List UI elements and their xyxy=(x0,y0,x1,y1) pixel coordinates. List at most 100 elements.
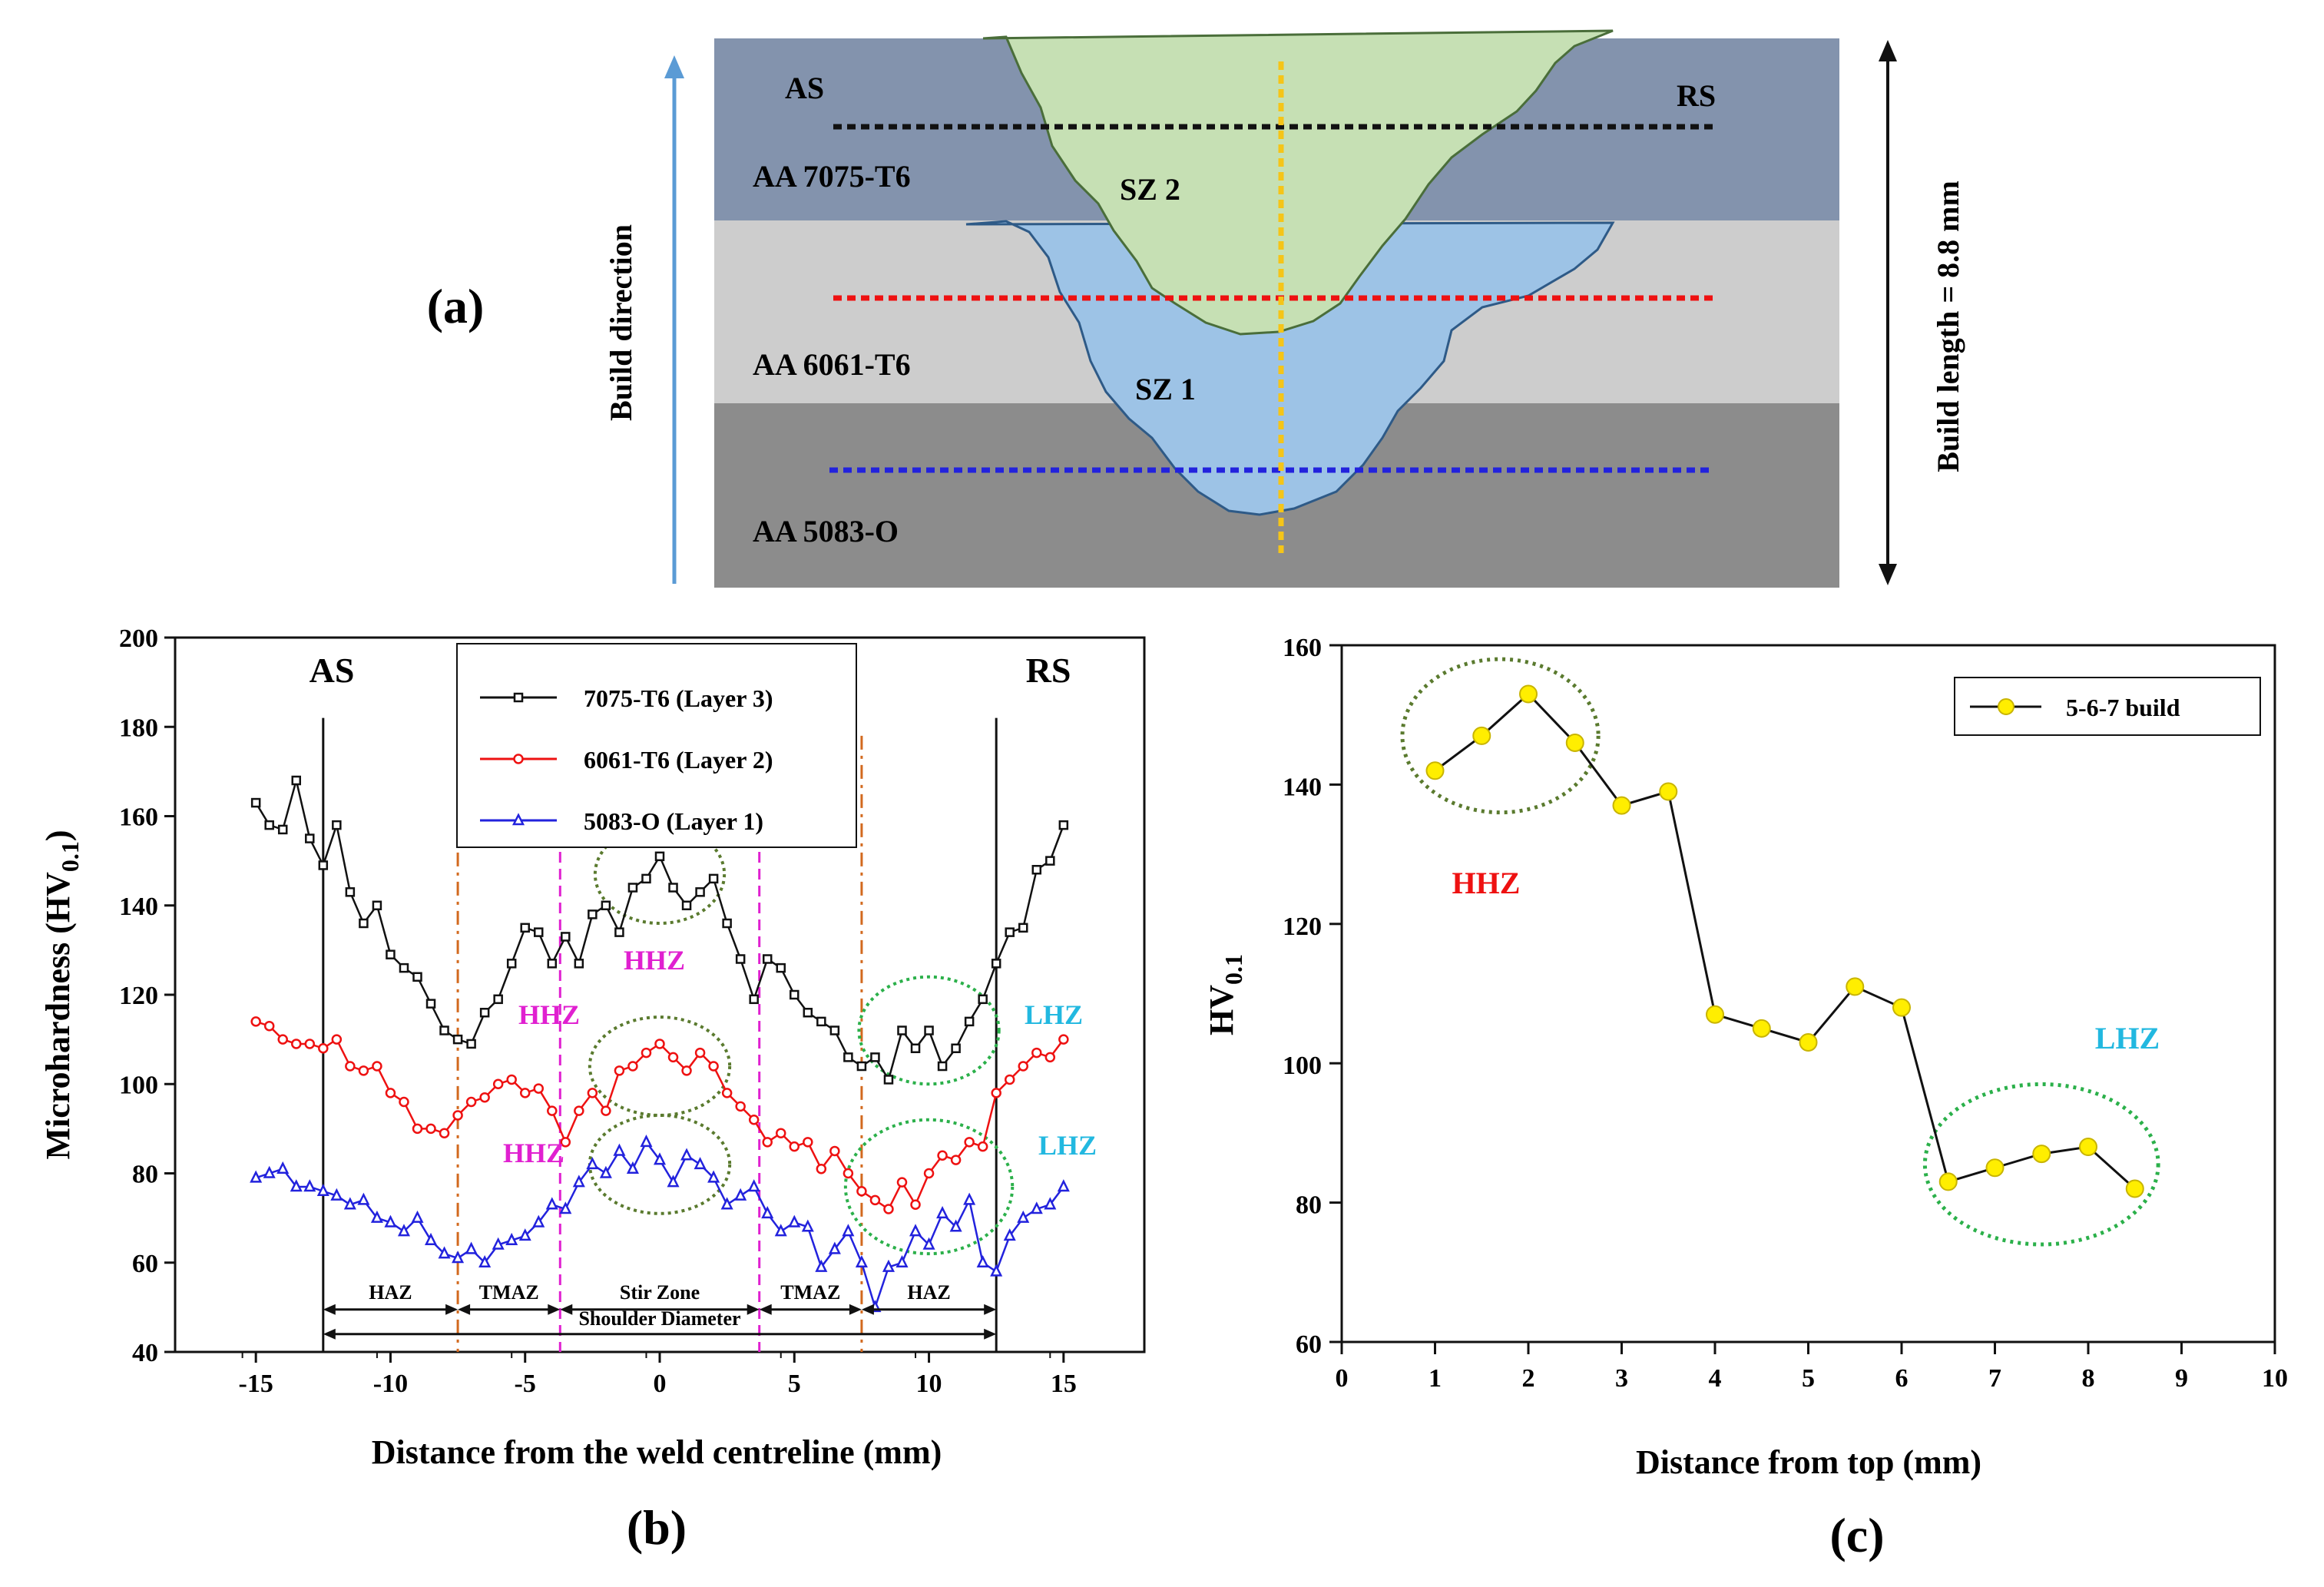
chart-b-data-point xyxy=(505,1232,518,1245)
chart-b-data-point xyxy=(479,1092,490,1103)
chart-b-data-point xyxy=(425,1232,438,1245)
chart-b-zone-ellipse xyxy=(593,823,727,925)
chart-b-data-point xyxy=(951,1043,961,1053)
chart-b-data-point xyxy=(479,1008,490,1018)
chart-b-data-point xyxy=(640,1135,653,1148)
chart-b-data-point xyxy=(372,1061,382,1072)
chart-b-data-point xyxy=(572,1175,585,1188)
build-direction-label: Build direction xyxy=(604,224,638,421)
chart-b-data-point xyxy=(613,1143,626,1156)
chart-b-data-point xyxy=(506,1074,517,1085)
chart-c-data-point xyxy=(1425,761,1445,780)
chart-b-data-point xyxy=(478,1254,492,1267)
chart-c-hardness-vs-depth: 0 1 2 3 4 5 6 7 8 9 10 60 80 100 120 140 160 5-6-7 build… xyxy=(1203,634,2288,1562)
chart-b-data-point xyxy=(343,1197,356,1210)
chart-b-legend: 7075-T6 (Layer 3) 6061-T6 (Layer 2) 5083… xyxy=(456,643,857,848)
chart-b-y-tick-label: 120 xyxy=(119,982,158,1010)
chart-b-data-point xyxy=(587,1088,598,1098)
chart-b-data-point xyxy=(990,1264,1003,1277)
chart-b-data-point xyxy=(1018,1061,1028,1072)
chart-b-data-point xyxy=(331,1034,343,1045)
chart-b-data-point xyxy=(277,1034,288,1045)
chart-b-data-point xyxy=(910,1199,921,1210)
chart-b-data-point xyxy=(520,923,530,933)
chart-b-data-point xyxy=(843,1052,853,1062)
chart-c-data-point xyxy=(1985,1158,2005,1178)
chart-b-data-point xyxy=(452,1034,463,1045)
chart-b-data-point xyxy=(601,900,611,910)
chart-c-data-point xyxy=(1519,684,1538,704)
side-label-rs: RS xyxy=(1677,78,1716,113)
chart-b-data-point xyxy=(855,1254,868,1267)
chart-b-data-point xyxy=(425,1123,436,1135)
chart-b-data-point xyxy=(345,1061,356,1072)
chart-b-data-point xyxy=(924,1025,934,1035)
chart-c-highlight-ellipses xyxy=(1400,657,2160,1247)
chart-b-series xyxy=(250,775,1070,1313)
chart-b-data-point xyxy=(776,962,786,973)
build-length-label: Build length = 8.8 mm xyxy=(1931,181,1965,472)
chart-c-x-tick-label: 8 xyxy=(2082,1364,2095,1393)
chart-b-data-point xyxy=(492,1237,505,1250)
chart-b-data-point xyxy=(667,1052,679,1063)
chart-b-data-point xyxy=(1044,1052,1056,1063)
chart-c-x-tick-label: 6 xyxy=(1895,1364,1909,1393)
chart-b-side-as: AS xyxy=(310,651,355,690)
chart-b-data-point xyxy=(923,1168,935,1179)
chart-b-zone-span-arrow-head-left xyxy=(560,1304,573,1315)
chart-b-data-point xyxy=(734,1188,747,1201)
chart-b-data-point xyxy=(641,873,651,884)
chart-c-y-tick-label: 60 xyxy=(1296,1330,1322,1359)
chart-b-y-tick-label: 140 xyxy=(119,893,158,921)
chart-b-data-point xyxy=(803,1008,813,1018)
chart-b-x-tick-label: -5 xyxy=(515,1370,536,1398)
chart-c-data-point xyxy=(1472,726,1491,745)
chart-b-x-tick-label: 5 xyxy=(788,1370,801,1398)
chart-b-data-point xyxy=(588,909,598,919)
chart-c-y-tick-label: 140 xyxy=(1283,773,1322,801)
chart-b-data-point xyxy=(372,900,382,910)
chart-b-data-point xyxy=(561,932,571,942)
chart-b-data-point xyxy=(949,1219,962,1232)
chart-b-data-point xyxy=(547,1105,558,1116)
chart-b-data-point xyxy=(1045,856,1055,866)
chart-b-data-point xyxy=(708,873,719,884)
chart-b-data-point xyxy=(533,1083,544,1094)
chart-c-x-tick-label: 1 xyxy=(1428,1364,1442,1393)
chart-b-legend-swatches xyxy=(480,692,557,826)
chart-c-data-point xyxy=(1565,733,1584,752)
chart-b-data-point xyxy=(452,1110,463,1121)
chart-b-data-point xyxy=(681,1065,692,1076)
chart-b-data-point xyxy=(776,1128,786,1138)
chart-b-data-point xyxy=(547,959,558,969)
zone-label-sz1: SZ 1 xyxy=(1135,372,1196,406)
chart-b-data-point xyxy=(747,1179,760,1192)
chart-b-data-point xyxy=(977,1141,988,1152)
chart-b-zone-span-arrow-head-right xyxy=(747,1304,760,1315)
chart-b-data-point xyxy=(250,1170,263,1183)
chart-b-shoulder-arrow-head-left xyxy=(323,1328,336,1340)
chart-c-y-tick-label: 160 xyxy=(1283,634,1322,662)
chart-b-zone-label: HAZ xyxy=(369,1281,412,1304)
chart-b-data-point xyxy=(815,1259,828,1272)
chart-c-data-point xyxy=(2079,1138,2097,1157)
chart-b-data-point xyxy=(559,1201,572,1214)
chart-b-data-point xyxy=(290,1179,303,1192)
chart-b-data-point xyxy=(399,1096,409,1108)
chart-b-data-point xyxy=(829,1145,840,1157)
chart-b-data-point xyxy=(790,989,799,1000)
chart-b-zone-label: HAZ xyxy=(907,1281,950,1304)
chart-b-data-point xyxy=(357,1192,370,1205)
chart-b-legend-marker xyxy=(513,692,524,703)
chart-b-x-tick-label: 0 xyxy=(654,1370,667,1398)
chart-b-data-point xyxy=(801,1219,814,1232)
chart-c-data-point xyxy=(1799,1032,1818,1052)
chart-b-y-tick-label: 100 xyxy=(119,1071,158,1099)
chart-b-data-point xyxy=(816,1163,827,1175)
chart-b-data-point xyxy=(720,1197,733,1210)
chart-c-x-tick-label: 0 xyxy=(1336,1364,1349,1393)
chart-b-data-point xyxy=(359,918,369,929)
chart-c-x-tick-label: 2 xyxy=(1522,1364,1535,1393)
chart-b-data-point xyxy=(412,1123,423,1135)
chart-c-y-tick-label: 120 xyxy=(1283,913,1322,941)
